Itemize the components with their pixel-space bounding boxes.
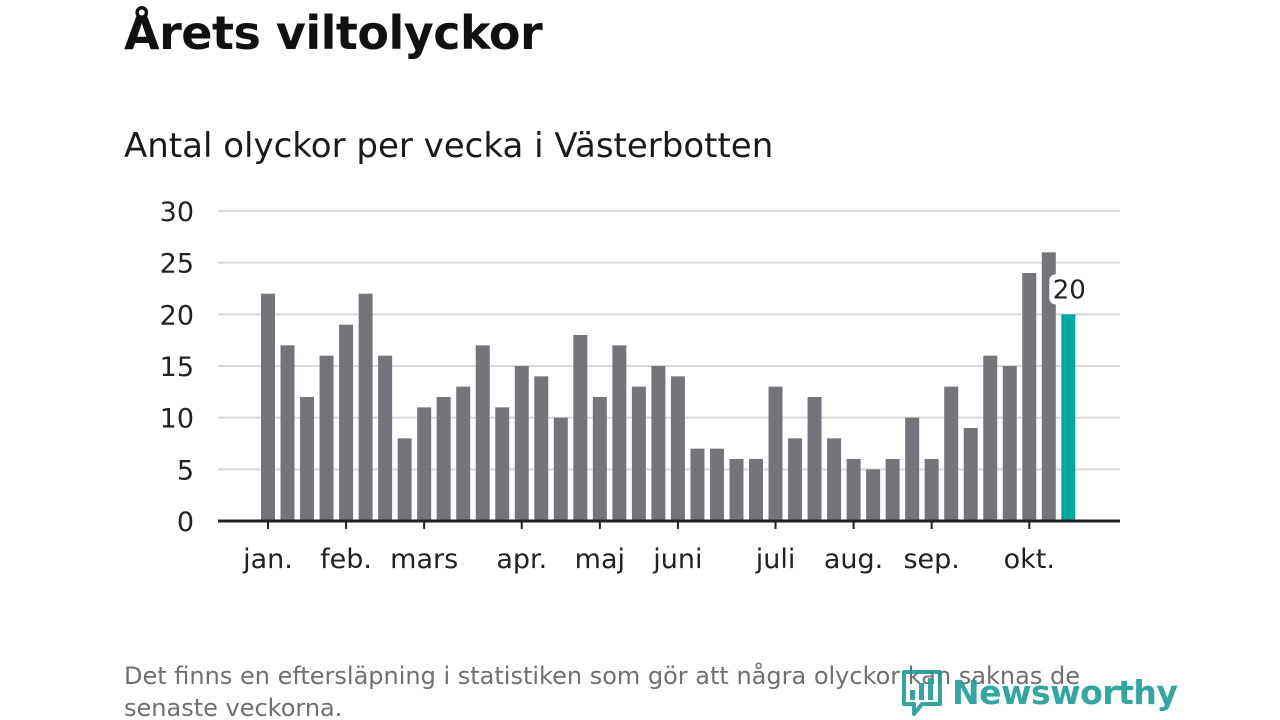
bar	[631, 386, 646, 521]
x-tick-label: mars	[390, 544, 458, 575]
data-label-background	[1049, 274, 1084, 305]
bar	[495, 407, 510, 521]
bar	[436, 397, 451, 521]
bar	[729, 459, 744, 521]
y-tick-label: 5	[177, 455, 194, 486]
newsworthy-logo-icon	[902, 670, 942, 716]
bar	[866, 469, 881, 521]
x-tick-label: jan.	[242, 544, 293, 575]
bar	[475, 345, 490, 521]
bar	[846, 459, 861, 521]
bar	[573, 335, 588, 521]
data-label-pointer	[1055, 302, 1068, 310]
bar	[827, 438, 842, 521]
y-tick-label: 10	[160, 404, 194, 435]
bar	[885, 459, 900, 521]
bar	[768, 386, 783, 521]
data-label: 20	[1053, 275, 1086, 305]
bar	[944, 386, 959, 521]
highlight-data-label: 20	[1049, 274, 1086, 310]
chart-subtitle: Antal olyckor per vecka i Västerbotten	[124, 126, 774, 166]
y-tick-label: 25	[160, 249, 194, 280]
bar	[261, 293, 275, 521]
bar	[788, 438, 803, 521]
bar-highlight	[1061, 314, 1076, 521]
data-labels: 20	[1049, 274, 1086, 310]
chart-headline: Årets viltolyckor	[124, 6, 543, 60]
x-axis-ticks: jan. feb. mars apr. maj juni juli aug. sep. okt.	[242, 521, 1055, 575]
bar	[397, 438, 412, 521]
y-tick-label: 0	[177, 507, 194, 538]
bar	[514, 366, 529, 521]
bar	[592, 397, 607, 521]
newsworthy-logo: Newsworthy	[900, 668, 1178, 716]
bar	[1041, 252, 1056, 522]
bar	[358, 293, 373, 521]
bar	[417, 407, 432, 521]
bar	[378, 355, 393, 521]
bar	[983, 355, 998, 521]
bar	[456, 386, 471, 521]
bar	[905, 417, 920, 521]
bar	[612, 345, 627, 521]
bar	[690, 448, 705, 521]
x-tick-label: apr.	[496, 544, 547, 575]
bar	[339, 324, 354, 521]
bar	[1002, 366, 1017, 521]
bar	[553, 417, 568, 521]
bars	[261, 252, 1076, 522]
x-tick-label: juni	[652, 544, 702, 575]
y-tick-label: 20	[160, 300, 194, 331]
bar	[300, 397, 315, 521]
x-tick-label: juli	[755, 544, 796, 575]
bar	[749, 459, 763, 521]
bar	[963, 428, 978, 521]
bar	[670, 376, 685, 521]
bar-chart: 0 5 10 15 20 25 30 jan. feb. mars apr. maj juni juli…	[160, 197, 1120, 575]
bar	[651, 366, 666, 521]
y-tick-label: 30	[160, 197, 194, 228]
y-axis-ticks: 0 5 10 15 20 25 30	[160, 197, 194, 538]
bar	[807, 397, 822, 521]
bar	[319, 355, 334, 521]
x-tick-label: aug.	[824, 544, 883, 575]
bar	[709, 448, 724, 521]
x-tick-label: feb.	[320, 544, 372, 575]
x-tick-label: okt.	[1004, 544, 1055, 575]
x-tick-label: sep.	[903, 544, 959, 575]
bar	[1022, 273, 1037, 521]
x-tick-label: maj	[575, 544, 625, 575]
bar	[924, 459, 939, 521]
newsworthy-logo-text: Newsworthy	[952, 672, 1178, 712]
bar	[534, 376, 549, 521]
y-tick-label: 15	[160, 352, 194, 383]
bar	[280, 345, 295, 521]
